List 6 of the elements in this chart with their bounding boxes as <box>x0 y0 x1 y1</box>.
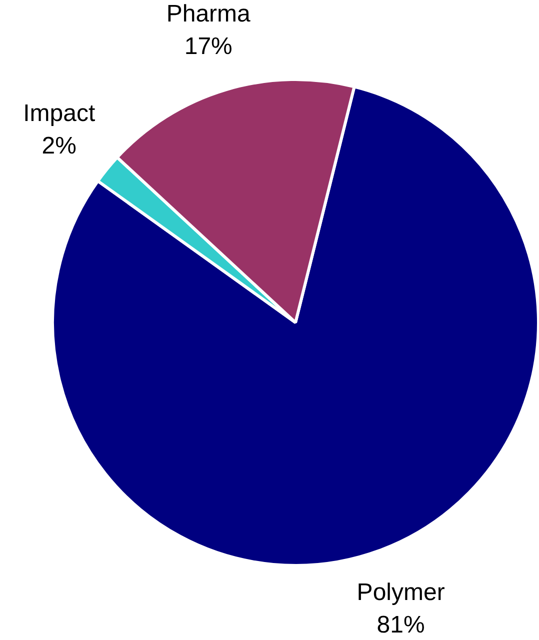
data-label: 2% <box>42 132 76 160</box>
slice-label: Polymer <box>356 579 445 606</box>
slice-label: Impact <box>23 100 96 128</box>
slice-label: Pharma <box>166 0 252 28</box>
data-label: 17% <box>184 32 232 60</box>
data-label: 81% <box>376 611 425 638</box>
